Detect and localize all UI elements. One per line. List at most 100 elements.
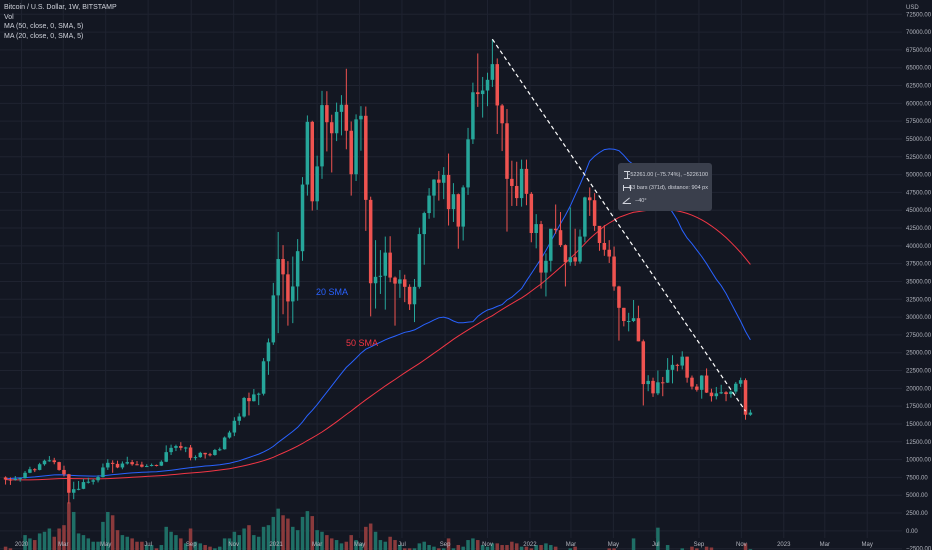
y-tick-label: 25000.00 — [906, 351, 932, 357]
candle-body — [734, 383, 738, 392]
candle-body — [101, 467, 105, 478]
candle-body — [432, 179, 436, 196]
volume-bar — [432, 546, 436, 550]
candle — [47, 456, 52, 462]
ma50-label: 50 SMA — [346, 338, 378, 348]
candle — [490, 39, 495, 87]
candle — [505, 109, 509, 232]
candle — [52, 457, 56, 465]
candle-body — [383, 252, 388, 276]
volume-bar — [500, 545, 504, 550]
trendline[interactable] — [491, 38, 747, 412]
candle — [67, 473, 71, 504]
volume-bar — [315, 530, 319, 550]
candle-body — [587, 197, 592, 201]
volume-bar — [256, 536, 261, 550]
x-axis[interactable]: 2020 Mar May Jul Sep Nov 2021 Mar May Jul Sep Nov 20… — [15, 542, 873, 548]
candle — [193, 455, 198, 461]
candle-body — [690, 377, 694, 387]
candle-body — [183, 447, 188, 449]
candle — [300, 177, 305, 261]
volume-bar — [349, 535, 353, 550]
tooltip-bars-range: 53 bars (371d), distance: 904 px — [629, 184, 708, 191]
volume-bar — [680, 548, 684, 550]
candle — [373, 240, 378, 309]
ma20-line — [5, 148, 751, 480]
candle-body — [208, 454, 212, 456]
y-tick-label: 7500.00 — [906, 475, 928, 481]
candle-body — [461, 187, 465, 227]
candle-body — [607, 249, 611, 257]
candle-body — [242, 397, 246, 417]
volume-bar — [159, 545, 164, 550]
candle — [441, 167, 446, 200]
candle — [33, 468, 37, 473]
x-tick-label: Jul — [652, 542, 660, 548]
candle — [631, 299, 636, 323]
y-tick-label: 27500.00 — [906, 333, 932, 339]
candle — [500, 104, 504, 152]
volume-bar — [57, 528, 61, 550]
candle-body — [169, 447, 173, 453]
candle — [291, 256, 295, 324]
candle-body — [76, 488, 81, 490]
volume-bar — [252, 535, 256, 550]
volume-bar — [378, 540, 383, 550]
candle — [592, 193, 597, 231]
candle — [76, 480, 81, 491]
candle — [544, 253, 548, 297]
candle-body — [631, 318, 636, 322]
candle — [743, 378, 748, 420]
x-tick-label: Mar — [312, 542, 322, 548]
candle-body — [247, 397, 251, 402]
candle — [364, 106, 368, 231]
y-tick-label: 22500.00 — [906, 369, 932, 375]
volume-bar — [67, 502, 71, 550]
candle — [539, 220, 543, 289]
candle — [641, 339, 646, 406]
volume-bar — [42, 531, 47, 550]
volume-bar — [480, 545, 485, 550]
x-tick-label: Nov — [228, 542, 239, 548]
y-tick-label: −2500.00 — [906, 547, 932, 550]
candle-body — [476, 92, 480, 95]
y-tick-label: 65000.00 — [906, 66, 932, 72]
candle — [120, 461, 125, 470]
candle-body — [115, 463, 120, 468]
candle — [222, 436, 227, 450]
volume-bar — [524, 546, 529, 550]
candle-body — [422, 213, 426, 235]
tooltip-price-row: −52261.00 (−75.74%), −5226100 — [623, 168, 708, 181]
y-tick-label: 0.00 — [906, 529, 918, 535]
candle-body — [729, 391, 733, 395]
candle — [553, 204, 558, 234]
candle-body — [417, 234, 422, 287]
candle-body — [67, 474, 71, 493]
ma50-line — [5, 209, 751, 481]
volume-bar — [227, 538, 232, 550]
volume-bar — [461, 546, 465, 550]
volume-bar — [135, 541, 139, 550]
volume-bar — [149, 545, 154, 550]
volume-bar — [198, 543, 203, 550]
volume-bar — [110, 515, 115, 550]
bars-range-icon — [623, 184, 632, 192]
candle — [568, 207, 573, 266]
volume-bar — [115, 530, 120, 550]
candle-body — [568, 257, 573, 263]
candle — [407, 284, 412, 310]
candle-body — [471, 92, 475, 140]
y-tick-label: 70000.00 — [906, 30, 932, 36]
y-tick-label: 62500.00 — [906, 84, 932, 90]
candle — [28, 466, 32, 474]
volume-bar — [62, 525, 66, 550]
candle — [432, 179, 436, 218]
candle — [451, 183, 456, 222]
volume-bar — [106, 511, 110, 550]
candle — [110, 460, 115, 473]
candle-body — [661, 382, 665, 384]
volume-bar — [466, 540, 470, 550]
